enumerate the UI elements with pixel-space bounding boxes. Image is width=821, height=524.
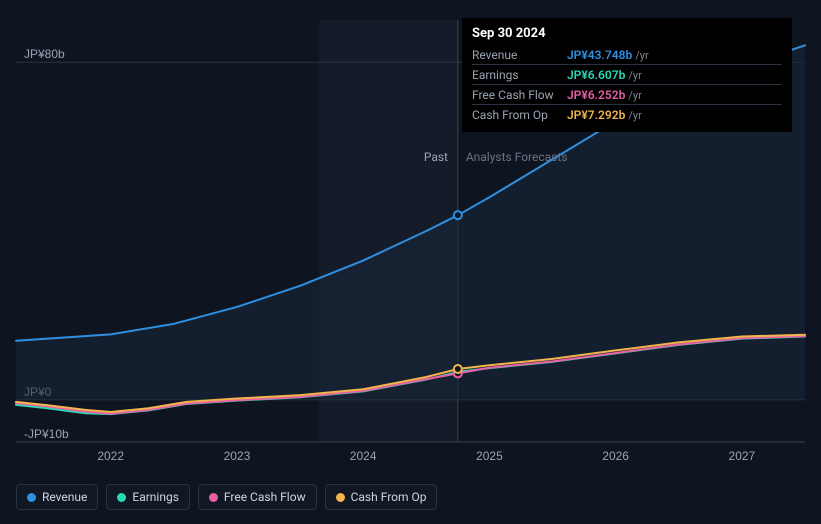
- tooltip-metric-value: JP¥7.292b: [567, 108, 625, 122]
- x-tick-label: 2027: [729, 449, 756, 463]
- x-tick-label: 2025: [476, 449, 503, 463]
- legend-item-revenue[interactable]: Revenue: [16, 484, 98, 510]
- x-tick-label: 2023: [224, 449, 251, 463]
- tooltip-metric-label: Earnings: [472, 68, 567, 82]
- past-label: Past: [424, 150, 448, 164]
- tooltip-row: Free Cash FlowJP¥6.252b/yr: [472, 84, 782, 104]
- marker-cfo: [454, 365, 462, 373]
- tooltip-metric-label: Revenue: [472, 48, 567, 62]
- y-tick-label: -JP¥10b: [24, 427, 69, 441]
- y-tick-label: JP¥80b: [24, 47, 65, 61]
- legend-label: Cash From Op: [351, 490, 427, 504]
- legend-item-earnings[interactable]: Earnings: [106, 484, 190, 510]
- legend-swatch: [209, 493, 218, 502]
- x-tick-label: 2024: [350, 449, 377, 463]
- legend-swatch: [27, 493, 36, 502]
- tooltip-date: Sep 30 2024: [472, 26, 782, 41]
- legend-label: Free Cash Flow: [224, 490, 306, 504]
- legend-swatch: [336, 493, 345, 502]
- tooltip-metric-label: Cash From Op: [472, 108, 567, 122]
- tooltip-row: RevenueJP¥43.748b/yr: [472, 45, 782, 64]
- legend-item-cfo[interactable]: Cash From Op: [325, 484, 438, 510]
- tooltip-row: Cash From OpJP¥7.292b/yr: [472, 104, 782, 124]
- tooltip-metric-value: JP¥6.607b: [567, 68, 625, 82]
- marker-revenue: [454, 211, 462, 219]
- x-tick-label: 2022: [97, 449, 124, 463]
- x-tick-label: 2026: [602, 449, 629, 463]
- legend-swatch: [117, 493, 126, 502]
- tooltip-metric-value: JP¥6.252b: [567, 88, 625, 102]
- legend-label: Earnings: [132, 490, 179, 504]
- tooltip-suffix: /yr: [628, 89, 641, 102]
- tooltip-suffix: /yr: [628, 69, 641, 82]
- legend: Revenue Earnings Free Cash Flow Cash From O…: [16, 484, 437, 510]
- tooltip-metric-label: Free Cash Flow: [472, 88, 567, 102]
- tooltip-suffix: /yr: [635, 49, 648, 62]
- tooltip-row: EarningsJP¥6.607b/yr: [472, 64, 782, 84]
- forecast-label: Analysts Forecasts: [466, 150, 568, 164]
- legend-label: Revenue: [42, 490, 87, 504]
- financial-chart: JP¥80bJP¥0-JP¥10b20222023202420252026202…: [0, 0, 821, 524]
- tooltip-metric-value: JP¥43.748b: [567, 48, 632, 62]
- tooltip: Sep 30 2024 RevenueJP¥43.748b/yrEarnings…: [462, 18, 792, 132]
- tooltip-suffix: /yr: [628, 109, 641, 122]
- legend-item-fcf[interactable]: Free Cash Flow: [198, 484, 317, 510]
